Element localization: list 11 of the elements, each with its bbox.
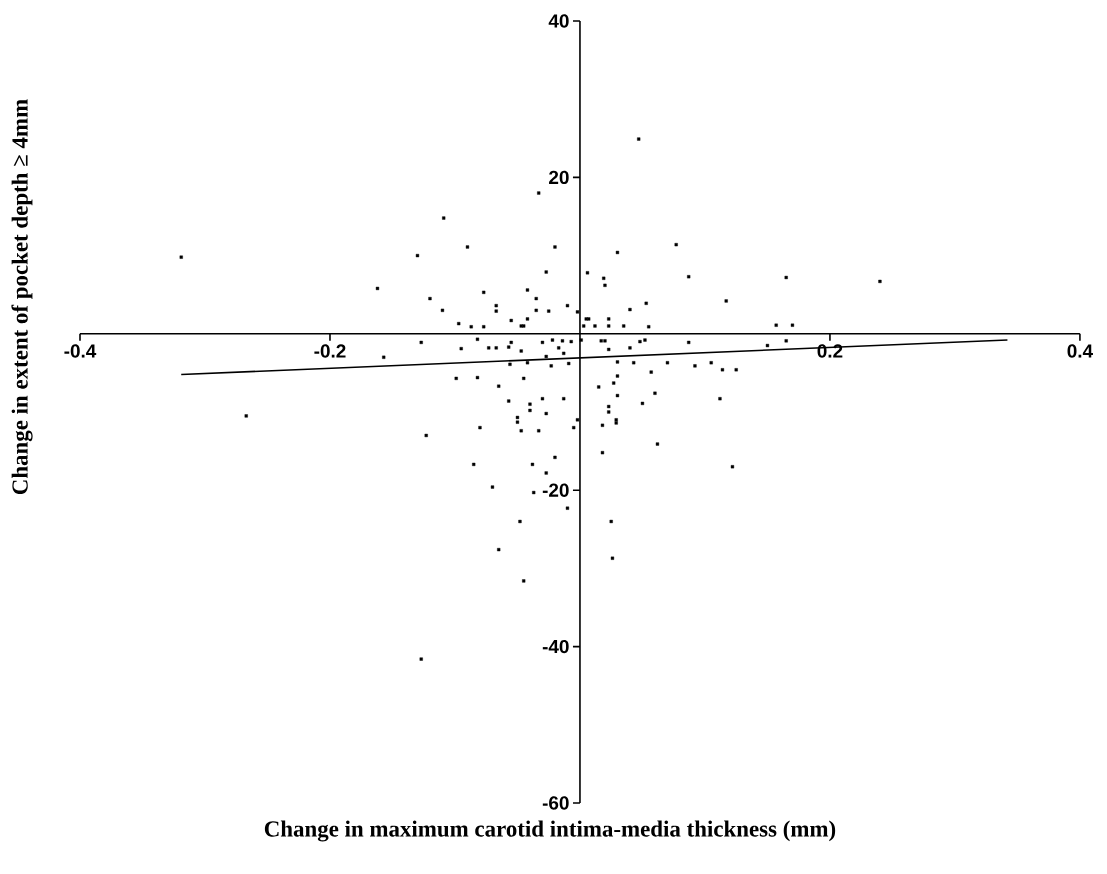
x-tick-label: 0.4 [1067,344,1093,358]
y-axis-title: Change in extent of pocket depth ≥ 4mm [11,99,33,495]
y-tick-label: -40 [542,639,569,654]
x-tick-label: 0.2 [817,344,843,358]
x-tick-label: -0.2 [314,344,346,358]
x-axis-title: Change in maximum carotid intima-media thickness (mm) [264,820,836,842]
y-tick-label: -60 [542,796,569,810]
y-tick-label: 20 [549,170,569,185]
x-tick-label: -0.4 [64,344,97,358]
y-tick-label: -20 [542,483,569,497]
y-tick-label: 40 [548,14,569,28]
